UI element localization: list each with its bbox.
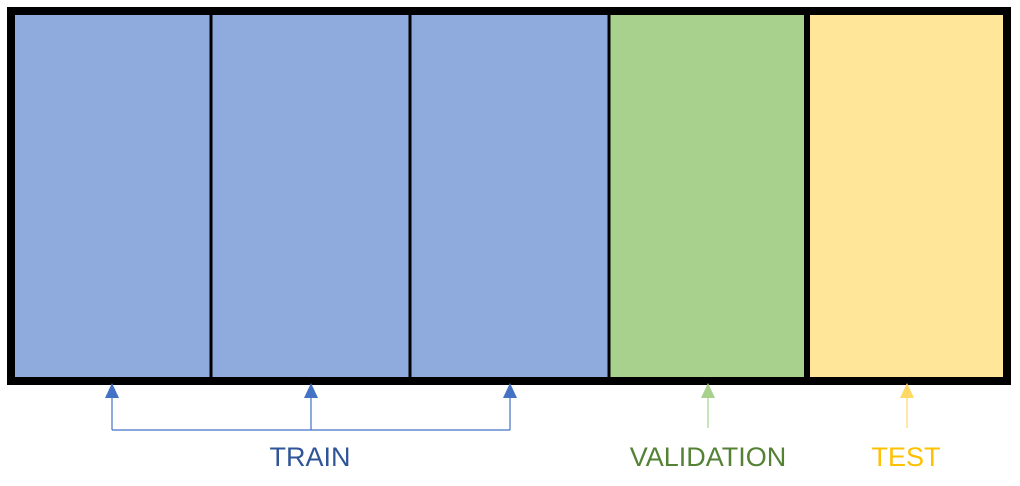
train-arrowhead-2-icon	[304, 383, 318, 398]
train-bracket	[111, 392, 511, 431]
validation-label: VALIDATION	[629, 442, 787, 472]
outer-border	[7, 7, 1011, 385]
test-fold	[807, 12, 1006, 380]
validation-arrowhead-icon	[701, 383, 715, 398]
train-label: TRAIN	[269, 442, 351, 472]
validation-fold	[609, 12, 807, 380]
train-fold-2	[211, 12, 410, 380]
test-arrowhead-icon	[900, 383, 914, 398]
train-arrowhead-1-icon	[105, 383, 119, 398]
test-label: TEST	[871, 442, 941, 472]
train-fold-1	[12, 12, 211, 380]
train-fold-3	[410, 12, 609, 380]
train-arrowhead-3-icon	[503, 383, 517, 398]
